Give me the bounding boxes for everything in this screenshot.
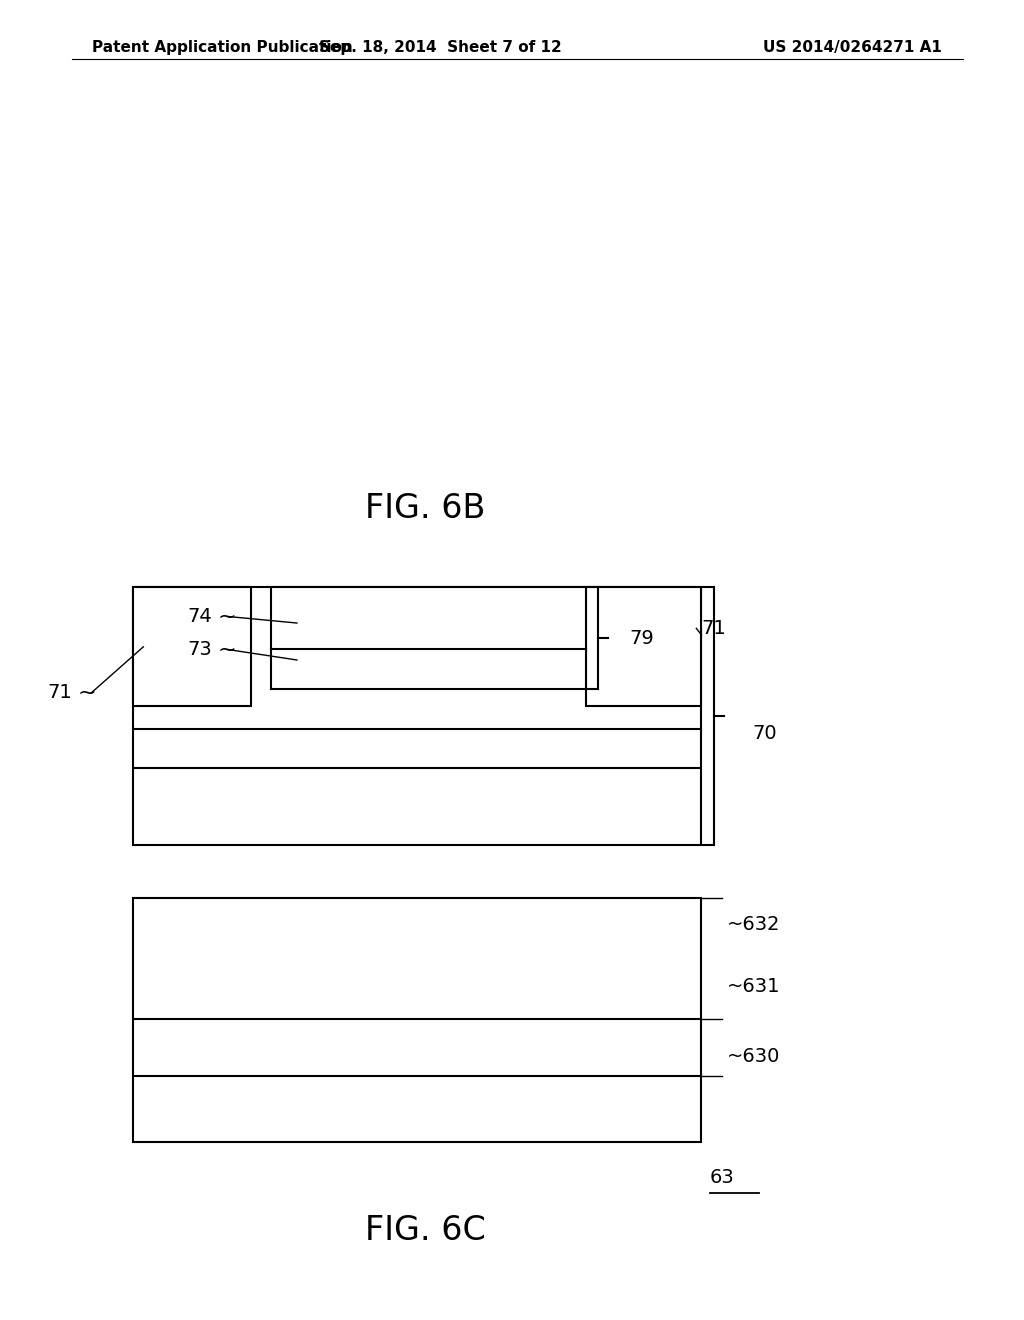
Text: 71: 71	[47, 684, 72, 702]
Text: FIG. 6B: FIG. 6B	[365, 492, 485, 525]
Text: 63: 63	[710, 1168, 734, 1187]
Bar	[271, 587, 586, 689]
Text: ~: ~	[218, 606, 237, 627]
Text: ~632: ~632	[727, 915, 780, 933]
Bar	[586, 587, 701, 706]
Text: 70: 70	[753, 725, 777, 743]
Bar	[133, 587, 701, 845]
Text: ~631: ~631	[727, 977, 780, 995]
Text: FIG. 6C: FIG. 6C	[365, 1214, 485, 1246]
Bar	[133, 898, 701, 1142]
Text: ~: ~	[78, 682, 96, 704]
Text: ~: ~	[218, 639, 237, 660]
Text: Patent Application Publication: Patent Application Publication	[92, 40, 353, 54]
Text: 71: 71	[701, 619, 726, 638]
Text: 73: 73	[187, 640, 212, 659]
Text: US 2014/0264271 A1: US 2014/0264271 A1	[763, 40, 942, 54]
Text: 74: 74	[187, 607, 212, 626]
Text: Sep. 18, 2014  Sheet 7 of 12: Sep. 18, 2014 Sheet 7 of 12	[318, 40, 562, 54]
Bar	[133, 587, 251, 706]
Text: ~630: ~630	[727, 1047, 780, 1065]
Text: 79: 79	[630, 630, 654, 648]
